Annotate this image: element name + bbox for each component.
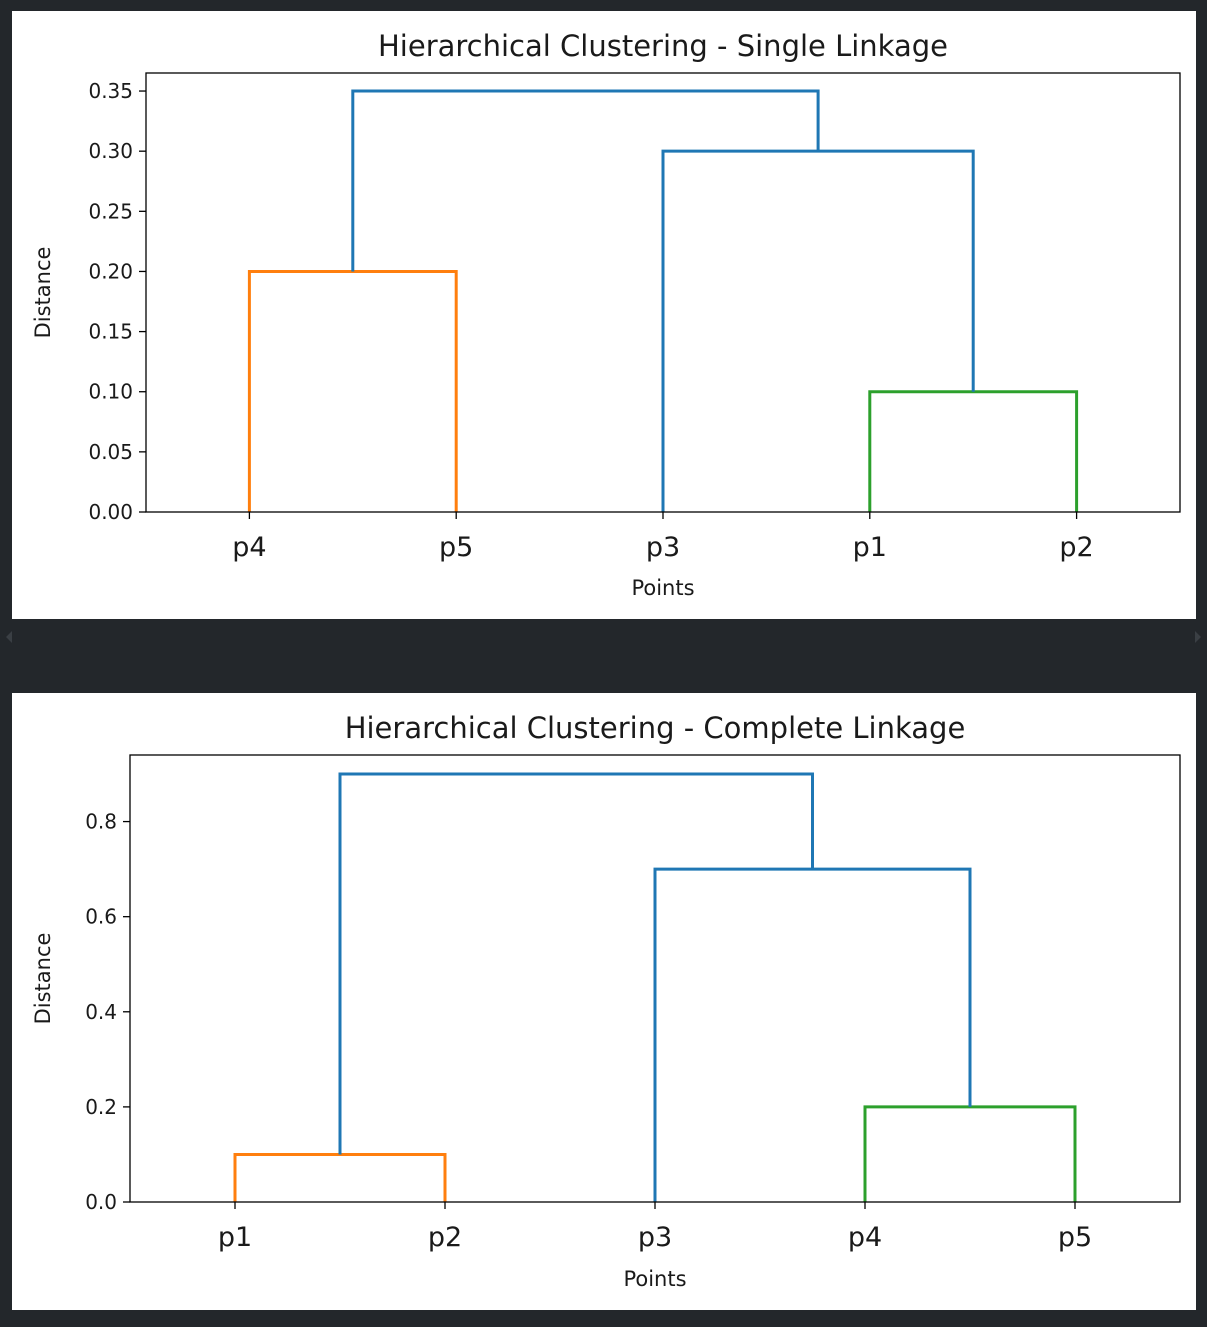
dendrogram-link [351,89,820,272]
leaf-label: p2 [428,1222,462,1253]
dendrogram-link [868,390,1079,512]
chart-svg-complete-linkage: Hierarchical Clustering - Complete Linka… [31,711,1181,1291]
y-tick-label: 0.15 [88,320,133,344]
scroll-left-icon[interactable] [6,631,12,643]
dendrogram-link [338,772,814,1155]
leaf-label: p5 [439,532,473,563]
dendrogram-link [233,1152,447,1202]
leaf-label: p5 [1058,1222,1092,1253]
dendrogram-link [653,867,972,1202]
y-tick-label: 0.00 [88,500,133,524]
y-tick-label: 0.35 [88,79,133,103]
y-tick-label: 0.2 [85,1095,117,1119]
y-tick-label: 0.25 [88,199,133,223]
dendrogram-link [661,149,975,512]
y-axis-label: Distance [31,933,55,1025]
y-tick-label: 0.8 [85,810,117,834]
dendrogram-link [247,269,458,512]
y-tick-label: 0.4 [85,1000,117,1024]
y-tick-label: 0.30 [88,139,133,163]
chart-title: Hierarchical Clustering - Single Linkage [378,29,948,63]
leaf-label: p1 [853,532,887,563]
chart-title: Hierarchical Clustering - Complete Linka… [345,711,966,745]
x-axis-label: Points [631,576,694,600]
leaf-label: p2 [1059,532,1093,563]
dendrogram-complete-linkage: Hierarchical Clustering - Complete Linka… [12,693,1196,1310]
dendrogram-single-linkage: Hierarchical Clustering - Single Linkage… [12,11,1196,619]
leaf-label: p1 [218,1222,252,1253]
y-tick-label: 0.0 [85,1190,117,1214]
chart-svg-single-linkage: Hierarchical Clustering - Single Linkage… [31,29,1181,600]
dendrogram-link [863,1105,1077,1202]
leaf-label: p3 [646,532,680,563]
y-tick-label: 0.05 [88,440,133,464]
x-axis-label: Points [623,1267,686,1291]
y-axis-label: Distance [31,247,55,339]
leaf-label: p4 [232,532,266,563]
leaf-label: p4 [848,1222,882,1253]
y-tick-label: 0.20 [88,259,133,283]
leaf-label: p3 [638,1222,672,1253]
scroll-right-icon[interactable] [1195,631,1201,643]
y-tick-label: 0.10 [88,380,133,404]
y-tick-label: 0.6 [85,905,117,929]
